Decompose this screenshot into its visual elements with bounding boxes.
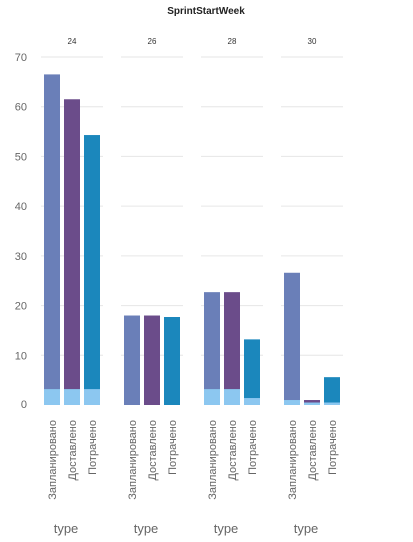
y-axis: 0 10 20 30 40 50 60 70 (15, 52, 27, 411)
y-tick-label: 60 (15, 102, 27, 114)
bar-overlay-24-1 (64, 389, 80, 405)
y-tick-label: 70 (15, 52, 27, 64)
category-label: Запланировано (47, 420, 59, 500)
category-label: Доставлено (307, 420, 319, 481)
chart-title: SprintStartWeek (167, 6, 245, 17)
bar-24-0 (44, 74, 60, 406)
y-tick-label: 0 (21, 399, 27, 411)
y-tick-label: 40 (15, 201, 27, 213)
facet-label: 24 (68, 37, 77, 46)
bar-overlay-24-2 (84, 389, 100, 405)
bar-overlay-28-1 (224, 389, 240, 405)
bar-26-2 (164, 317, 180, 405)
category-label: Доставлено (227, 420, 239, 481)
facet-28: 28 Запланировано Доставлено Потрачено type (204, 37, 260, 536)
category-label: Потрачено (167, 420, 179, 475)
facet-26: 26 Запланировано Доставлено Потрачено type (124, 37, 180, 536)
bar-overlay-28-2 (244, 398, 260, 405)
bar-overlay-28-0 (204, 389, 220, 405)
bar-30-2 (324, 377, 340, 405)
bar-26-1 (144, 315, 160, 405)
category-label: Запланировано (207, 420, 219, 500)
facet-30: 30 Запланировано Доставлено Потрачено type (284, 37, 340, 536)
x-axis-title: type (294, 521, 319, 536)
bar-overlay-24-0 (44, 389, 60, 405)
bar-28-1 (224, 292, 240, 405)
bar-24-1 (64, 99, 80, 405)
category-label: Потрачено (247, 420, 259, 475)
bar-24-2 (84, 135, 100, 405)
y-tick-label: 50 (15, 151, 27, 163)
bar-28-0 (204, 292, 220, 405)
y-tick-label: 20 (15, 301, 27, 313)
facet-label: 30 (308, 37, 317, 46)
category-label: Запланировано (287, 420, 299, 500)
category-label: Запланировано (127, 420, 139, 500)
x-axis-title: type (54, 521, 79, 536)
facet-label: 26 (148, 37, 157, 46)
bar-30-0 (284, 272, 300, 405)
bar-26-0 (124, 315, 140, 405)
bar-overlay-30-2 (324, 402, 340, 405)
bar-overlay-30-0 (284, 400, 300, 405)
category-label: Потрачено (87, 420, 99, 475)
x-axis-title: type (134, 521, 159, 536)
y-tick-label: 10 (15, 350, 27, 362)
y-tick-label: 30 (15, 251, 27, 263)
category-label: Доставлено (67, 420, 79, 481)
category-label: Доставлено (147, 420, 159, 481)
facet-24: 24 Запланировано Доставлено Потрачено type (44, 37, 100, 536)
bar-28-2 (244, 339, 260, 405)
facet-label: 28 (228, 37, 237, 46)
x-axis-title: type (214, 521, 239, 536)
category-label: Потрачено (327, 420, 339, 475)
bar-overlay-30-1 (304, 402, 320, 405)
